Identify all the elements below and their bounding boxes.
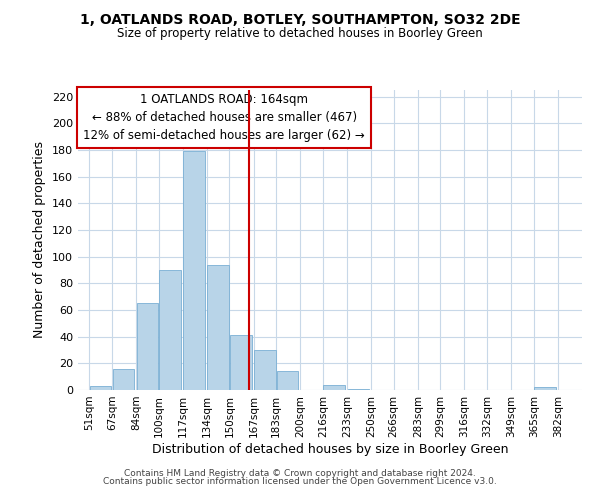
Text: Contains HM Land Registry data © Crown copyright and database right 2024.: Contains HM Land Registry data © Crown c… — [124, 468, 476, 477]
Text: Size of property relative to detached houses in Boorley Green: Size of property relative to detached ho… — [117, 28, 483, 40]
Bar — [230, 336, 251, 390]
Bar — [277, 372, 298, 390]
Bar — [347, 388, 369, 390]
Bar — [254, 350, 275, 390]
Bar — [137, 304, 158, 390]
Bar — [90, 386, 112, 390]
Bar — [184, 152, 205, 390]
Bar — [113, 368, 134, 390]
Text: 1, OATLANDS ROAD, BOTLEY, SOUTHAMPTON, SO32 2DE: 1, OATLANDS ROAD, BOTLEY, SOUTHAMPTON, S… — [80, 12, 520, 26]
X-axis label: Distribution of detached houses by size in Boorley Green: Distribution of detached houses by size … — [152, 442, 508, 456]
Bar — [159, 270, 181, 390]
Y-axis label: Number of detached properties: Number of detached properties — [34, 142, 46, 338]
Bar — [208, 264, 229, 390]
Text: 1 OATLANDS ROAD: 164sqm
← 88% of detached houses are smaller (467)
12% of semi-d: 1 OATLANDS ROAD: 164sqm ← 88% of detache… — [83, 93, 365, 142]
Text: Contains public sector information licensed under the Open Government Licence v3: Contains public sector information licen… — [103, 477, 497, 486]
Bar — [535, 388, 556, 390]
Bar — [323, 384, 345, 390]
